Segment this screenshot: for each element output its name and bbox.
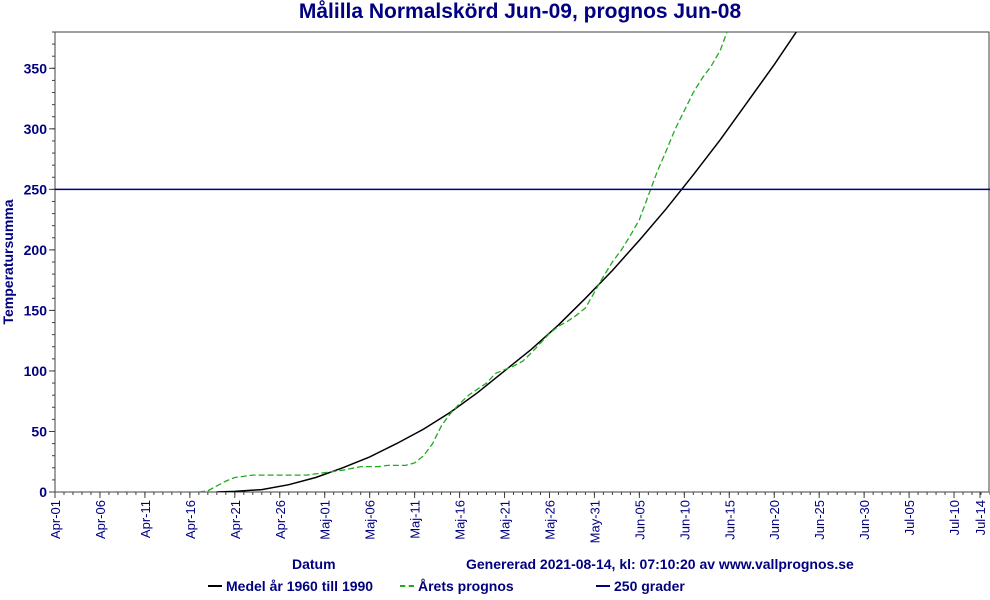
legend-label-forecast: Årets prognos: [418, 578, 514, 594]
x-tick-label: Apr-16: [183, 500, 198, 539]
x-tick-label: Apr-01: [48, 500, 63, 539]
x-tick-label: Apr-26: [273, 500, 288, 539]
chart-title: Målilla Normalskörd Jun-09, prognos Jun-…: [298, 0, 742, 23]
legend-label-mean: Medel år 1960 till 1990: [226, 578, 374, 594]
legend-swatch-forecast: [400, 585, 414, 587]
x-tick-label: Apr-11: [138, 500, 153, 538]
x-tick-label: Maj-26: [542, 500, 557, 540]
x-tick-label: Jul-05: [902, 500, 917, 535]
legend-label-threshold: 250 grader: [614, 578, 685, 594]
y-tick-label: 150: [24, 302, 48, 318]
x-tick-label: May-31: [587, 500, 602, 543]
series-group: [55, 32, 990, 492]
y-tick-label: 300: [24, 121, 48, 137]
x-tick-label: Jul-10: [947, 500, 962, 535]
x-tick-label: Maj-01: [318, 500, 333, 540]
x-tick-label: Maj-21: [498, 500, 513, 540]
x-tick-label: Maj-11: [408, 500, 423, 539]
y-tick-label: 50: [31, 423, 47, 439]
x-tick-label: Apr-21: [228, 500, 243, 539]
x-tick-label: Jun-05: [632, 500, 647, 540]
x-tick-label: Apr-06: [93, 500, 108, 539]
y-tick-label: 200: [24, 242, 48, 258]
y-axis-label: Temperatursumma: [0, 199, 16, 324]
series-line-0: [216, 32, 798, 492]
legend-swatch-mean: [208, 585, 222, 587]
x-tick-label: Jun-20: [767, 500, 782, 540]
legend-item-mean: Medel år 1960 till 1990: [208, 578, 373, 594]
series-line-1: [55, 32, 728, 492]
legend-swatch-threshold: [596, 585, 610, 587]
x-tick-label: Maj-16: [453, 500, 468, 540]
legend-item-threshold: 250 grader: [596, 578, 685, 594]
x-tick-label: Jun-25: [812, 500, 827, 540]
y-tick-label: 100: [24, 363, 48, 379]
legend-item-forecast: Årets prognos: [400, 578, 514, 594]
x-tick-label: Jul-14: [973, 500, 988, 535]
generated-note: Genererad 2021-08-14, kl: 07:10:20 av ww…: [466, 556, 854, 572]
x-tick-label: Jun-15: [722, 500, 737, 540]
x-axis-label: Datum: [292, 556, 336, 572]
plot-frame: [54, 31, 990, 493]
x-tick-label: Jun-10: [677, 500, 692, 540]
x-tick-label: Jun-30: [857, 500, 872, 540]
x-tick-label: Maj-06: [363, 500, 378, 540]
y-tick-label: 250: [24, 181, 48, 197]
y-tick-label: 350: [24, 60, 48, 76]
y-tick-label: 0: [39, 484, 47, 500]
